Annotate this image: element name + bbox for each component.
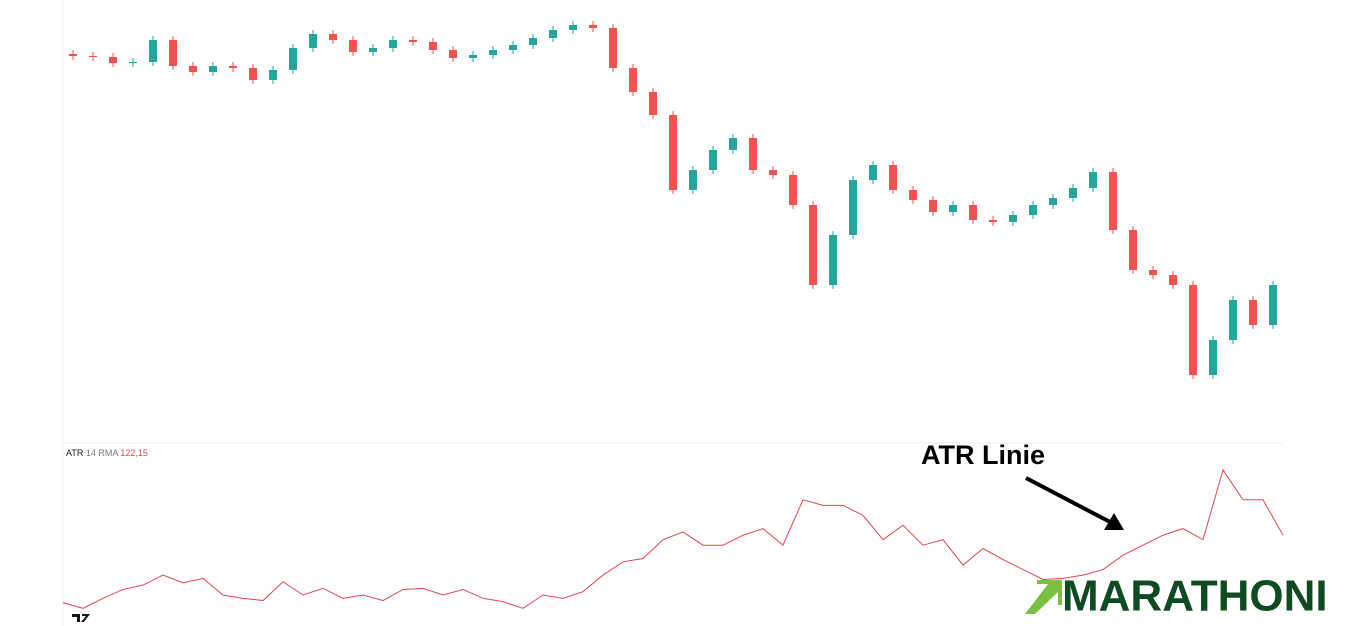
candle-body: [429, 42, 437, 50]
indicator-name: ATR: [66, 448, 84, 458]
indicator-params: 14 RMA: [86, 448, 119, 458]
candle-body: [229, 66, 237, 68]
annotation: ATR Linie: [921, 440, 1045, 470]
candle-body: [349, 40, 357, 52]
candle-body: [1209, 340, 1217, 375]
candle-body: [1029, 205, 1037, 215]
candle-body: [729, 138, 737, 150]
candle-body: [949, 205, 957, 212]
candle-body: [649, 92, 657, 115]
candle-body: [389, 40, 397, 48]
candle-body: [749, 138, 757, 170]
candle-body: [169, 40, 177, 66]
candle-body: [889, 165, 897, 190]
candle-body: [369, 48, 377, 52]
candle-body: [189, 66, 197, 72]
candle-body: [769, 170, 777, 175]
candle-body: [809, 205, 817, 285]
candle-body: [1109, 172, 1117, 230]
candle-body: [789, 175, 797, 205]
tv-logo: [72, 614, 90, 622]
candle-body: [549, 30, 557, 38]
candle-body: [1269, 285, 1277, 325]
candle-body: [829, 235, 837, 285]
candle-body: [309, 34, 317, 48]
candle-body: [289, 48, 297, 70]
candle-body: [1169, 275, 1177, 285]
logo: MARATHONI: [1062, 572, 1328, 621]
candle-body: [269, 70, 277, 80]
indicator-value: 122,15: [120, 448, 148, 458]
arrow-head: [1104, 513, 1124, 530]
candle-body: [1229, 300, 1237, 340]
candle-body: [1049, 198, 1057, 205]
candle-body: [1009, 215, 1017, 222]
candle-body: [989, 220, 997, 222]
candle-body: [469, 55, 477, 58]
candle-body: [909, 190, 917, 200]
candle-body: [689, 170, 697, 190]
candle-body: [969, 205, 977, 220]
annotation-arrow: [1025, 476, 1113, 525]
candle-body: [129, 62, 137, 63]
candle-body: [849, 180, 857, 235]
candle-body: [249, 68, 257, 80]
candle-body: [109, 57, 117, 63]
candle-body: [1089, 172, 1097, 188]
candle-body: [869, 165, 877, 180]
logo-icon: [1025, 580, 1062, 614]
candle-body: [149, 40, 157, 62]
candle-body: [569, 25, 577, 30]
candle-body: [709, 150, 717, 170]
candle-body: [209, 66, 217, 72]
candle-body: [1149, 270, 1157, 275]
candle-body: [1189, 285, 1197, 375]
atr-line: [62, 468, 1284, 609]
candle-body: [929, 200, 937, 212]
candle-body: [89, 56, 97, 57]
candle-body: [1069, 188, 1077, 198]
candle-body: [1129, 230, 1137, 270]
candle-body: [509, 45, 517, 50]
candle-body: [449, 50, 457, 58]
indicator-legend: ATR 14 RMA 122,15: [66, 448, 148, 458]
candle-body: [669, 115, 677, 190]
candle-body: [409, 40, 417, 42]
candle-body: [529, 38, 537, 45]
candle-body: [489, 50, 497, 55]
candle-body: [629, 68, 637, 92]
candle-body: [609, 28, 617, 68]
candle-body: [1249, 300, 1257, 325]
candle-body: [589, 25, 597, 28]
candle-body: [69, 54, 77, 56]
candle-body: [329, 34, 337, 40]
